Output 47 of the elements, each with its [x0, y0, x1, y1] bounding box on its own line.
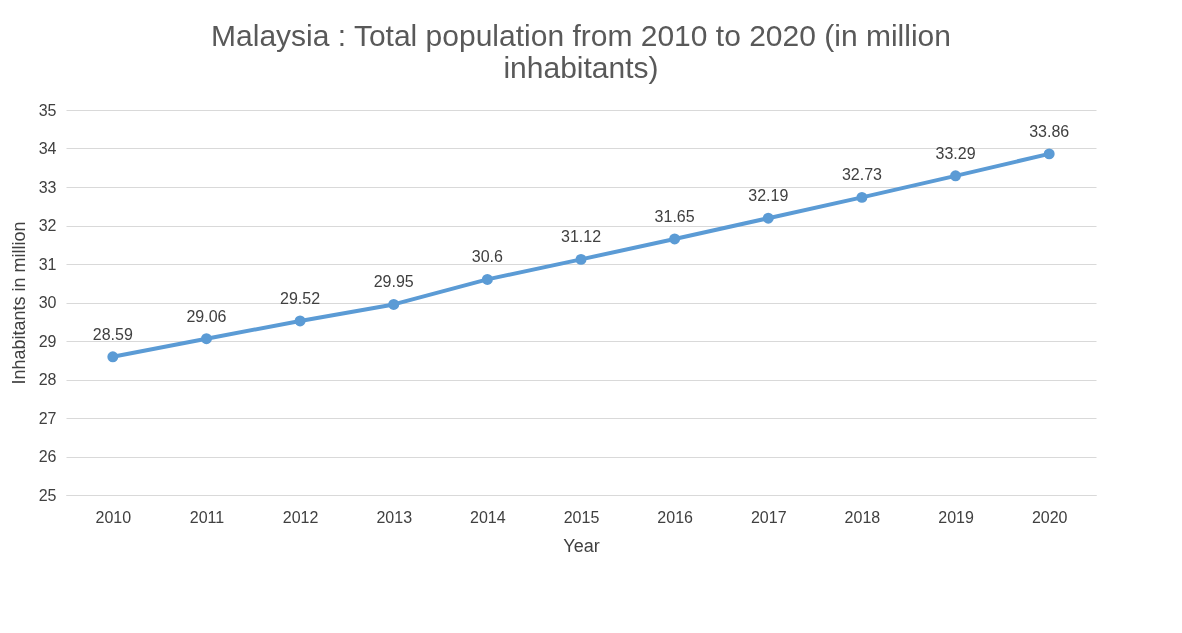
y-tick-label: 33: [38, 178, 57, 196]
data-label: 32.19: [748, 187, 789, 205]
y-tick-label: 27: [38, 409, 57, 427]
point: [1043, 148, 1055, 160]
chart-title: Malaysia : Total population from 2010 to 2020 (in million inhabitants): [211, 19, 951, 84]
y-tick-label: 26: [38, 448, 57, 465]
x-tick-label: 2016: [657, 508, 694, 526]
point: [388, 298, 400, 310]
x-tick-label: 2013: [376, 508, 413, 526]
point: [107, 351, 119, 363]
x-tick-label: 2015: [563, 508, 600, 526]
y-axis-title: Inhabitants in million: [8, 221, 29, 385]
y-tick-label: 32: [38, 217, 57, 234]
y-tick-label: 34: [38, 140, 57, 157]
x-tick-label: 2019: [938, 508, 974, 526]
x-tick-label: 2010: [95, 508, 132, 526]
point: [200, 333, 212, 345]
data-label: 31.65: [654, 207, 695, 225]
x-tick-label: 2018: [844, 508, 881, 526]
y-tick-label: 35: [38, 101, 57, 119]
y-tick-label: 30: [38, 294, 57, 311]
x-tick-label: 2020: [1031, 508, 1068, 526]
point: [294, 315, 306, 327]
x-tick-label: 2014: [470, 508, 506, 526]
data-label: 33.86: [1029, 122, 1070, 140]
y-tick-label: 25: [38, 486, 57, 504]
point: [856, 191, 868, 203]
x-tick-label: 2011: [189, 508, 225, 526]
data-label: 29.06: [186, 307, 227, 325]
x-axis-title: Year: [563, 535, 600, 556]
x-tick-label: 2012: [282, 508, 319, 526]
x-tick-label: 2017: [750, 508, 787, 526]
y-tick-label: 29: [38, 332, 57, 350]
data-label: 28.59: [92, 325, 133, 343]
data-label: 29.52: [280, 289, 321, 307]
data-label: 29.95: [373, 273, 414, 291]
point: [481, 273, 493, 285]
point: [669, 233, 681, 245]
data-label: 30.6: [471, 248, 504, 266]
y-tick-label: 28: [38, 371, 57, 388]
data-label: 32.73: [841, 166, 883, 184]
data-label: 33.29: [935, 144, 976, 162]
y-tick-label: 31: [38, 255, 57, 273]
point: [950, 170, 962, 182]
point: [575, 253, 587, 265]
data-label: 31.12: [560, 228, 602, 246]
point: [762, 212, 774, 224]
